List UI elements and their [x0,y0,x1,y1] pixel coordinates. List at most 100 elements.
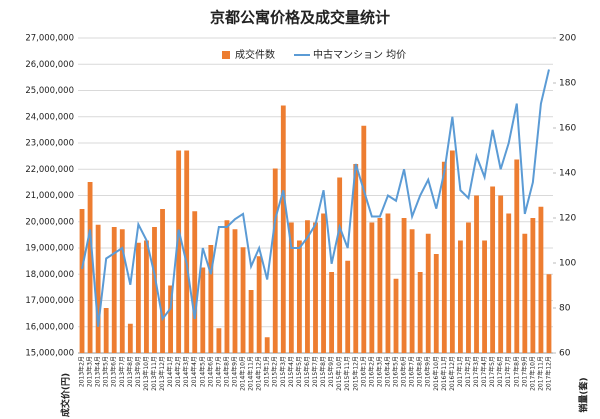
x-tick-label: 2014年10月 [239,356,247,391]
x-tick-label: 2017年6月 [496,356,504,387]
bar [208,245,214,353]
bar [425,233,431,353]
x-tick-label: 2016年6月 [400,356,408,387]
bar [530,218,536,353]
x-tick-label: 2013年11月 [150,356,158,391]
bar [280,105,286,353]
x-tick-label: 2016年3月 [375,356,383,387]
x-tick-label: 2017年8月 [512,356,520,387]
y2-tick-label: 60 [559,349,571,359]
bar [433,254,439,353]
x-tick-label: 2014年3月 [182,356,190,387]
bar [321,213,326,353]
bar [522,233,528,353]
y2-tick-label: 80 [559,304,571,314]
bar [538,206,544,353]
bar [272,168,278,353]
x-tick-label: 2017年12月 [544,356,552,391]
bar [264,337,270,353]
bar [466,222,471,353]
bar [490,186,496,353]
bar [474,195,479,353]
x-tick-label: 2013年8月 [126,356,134,387]
bar [144,240,149,353]
x-tick-label: 2015年2月 [271,356,279,387]
x-tick-label: 2014年9月 [230,356,238,387]
bar [87,182,93,353]
legend-label: 中古マンション 均价 [313,48,406,61]
bar [111,227,117,353]
x-tick-label: 2015年1月 [263,356,271,387]
x-tick-label: 2017年11月 [536,356,544,391]
bar [361,125,367,353]
bar [119,229,125,353]
y-axis-label: 成交价(円) [60,373,72,417]
y-tick-label: 20,000,000 [25,217,74,227]
bar [79,209,85,353]
y-tick-label: 19,000,000 [25,244,74,254]
x-tick-label: 2015年12月 [351,356,359,391]
x-tick-label: 2015年5月 [295,356,303,387]
x-tick-label: 2013年7月 [118,356,126,387]
x-tick-label: 2017年7月 [504,356,512,387]
x-tick-label: 2014年2月 [174,356,182,387]
x-tick-label: 2014年4月 [190,356,198,387]
bar [184,150,190,353]
bar [200,267,206,353]
y-tick-label: 22,000,000 [25,165,74,175]
y2-tick-label: 100 [559,259,576,269]
x-tick-label: 2014年12月 [255,356,263,391]
bar [329,272,335,353]
bar [168,285,173,353]
x-tick-label: 2013年9月 [134,356,142,387]
y2-tick-label: 160 [559,124,576,134]
bar [458,240,463,353]
x-tick-label: 2013年6月 [110,356,118,387]
x-tick-label: 2017年5月 [488,356,496,387]
bar [176,150,182,353]
bar [216,328,222,353]
bar [337,177,343,353]
x-tick-label: 2014年5月 [198,356,206,387]
x-tick-label: 2017年4月 [480,356,488,387]
bar [506,213,512,353]
bar [103,308,109,353]
y-tick-label: 25,000,000 [25,86,74,96]
bar [353,164,359,353]
y-tick-label: 24,000,000 [25,112,74,122]
x-tick-label: 2016年5月 [392,356,400,387]
x-tick-label: 2013年3月 [86,356,94,387]
bar [232,229,238,353]
x-tick-label: 2017年10月 [528,356,536,391]
legend-label: 成交件数 [235,48,275,61]
bar [305,220,310,353]
bar [152,227,157,353]
y-tick-label: 21,000,000 [25,191,74,201]
y2-tick-label: 120 [559,214,576,224]
y2-axis-label: 销量(套) [578,377,590,412]
bar [393,278,399,353]
bar [313,222,318,353]
x-tick-label: 2015年10月 [335,356,343,391]
bar [127,323,133,353]
x-tick-label: 2014年7月 [214,356,222,387]
x-tick-label: 2016年9月 [424,356,432,387]
bar [288,222,294,353]
x-tick-label: 2013年2月 [78,356,86,387]
bar [369,222,375,353]
bar [345,260,351,353]
x-tick-label: 2017年3月 [472,356,480,387]
x-tick-label: 2015年4月 [287,356,295,387]
x-tick-label: 2016年4月 [383,356,391,387]
x-tick-label: 2016年8月 [416,356,424,387]
bar [256,256,262,353]
bar [514,159,520,353]
bar [240,247,246,353]
x-tick-label: 2014年11月 [247,356,255,391]
y-tick-label: 23,000,000 [25,139,74,149]
y2-tick-label: 140 [559,169,576,179]
chart-title: 京都公寓价格及成交量统计 [210,9,390,27]
x-tick-label: 2014年6月 [206,356,214,387]
x-tick-label: 2015年9月 [327,356,335,387]
x-tick-label: 2016年10月 [432,356,440,391]
